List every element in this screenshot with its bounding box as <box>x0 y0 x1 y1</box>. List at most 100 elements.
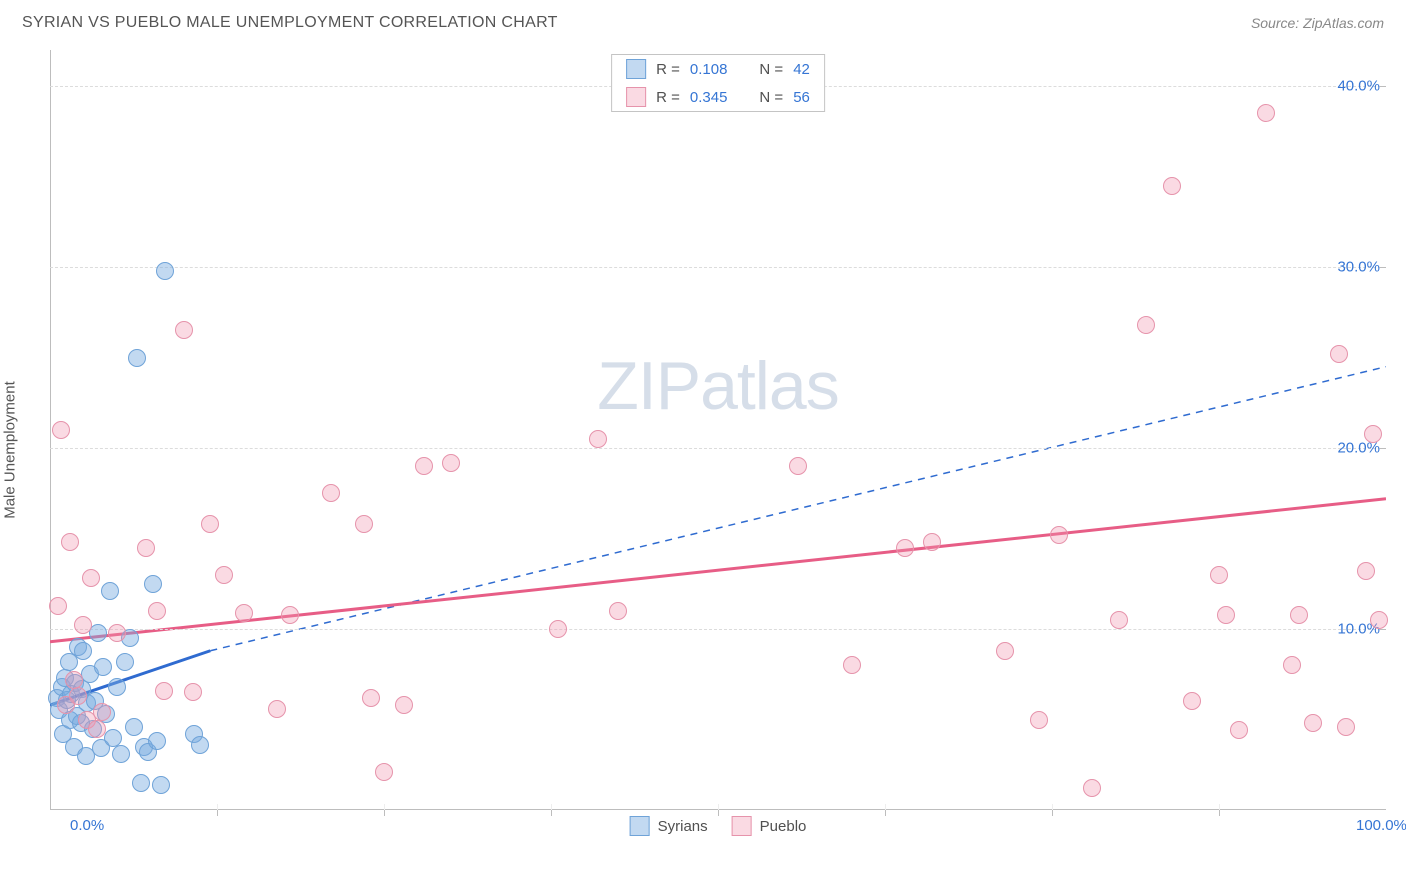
data-point <box>1257 104 1275 122</box>
data-point <box>355 515 373 533</box>
watermark-zip: ZIP <box>597 348 700 424</box>
watermark-atlas: atlas <box>700 348 839 424</box>
data-point <box>395 696 413 714</box>
data-point <box>1290 606 1308 624</box>
y-tick-mark <box>1380 86 1386 87</box>
data-point <box>132 774 150 792</box>
series-legend-item: Syrians <box>630 816 708 836</box>
data-point <box>74 642 92 660</box>
legend-n-label: N = <box>759 61 783 78</box>
data-point <box>175 321 193 339</box>
data-point <box>1210 566 1228 584</box>
data-point <box>923 533 941 551</box>
x-minor-tick <box>217 810 218 816</box>
data-point <box>61 533 79 551</box>
series-name: Syrians <box>658 818 708 835</box>
data-point <box>1230 721 1248 739</box>
legend-n-label: N = <box>759 89 783 106</box>
correlation-legend-row: R =0.345N =56 <box>612 83 824 111</box>
data-point <box>156 262 174 280</box>
gridline-h <box>50 448 1386 449</box>
data-point <box>281 606 299 624</box>
data-point <box>1357 562 1375 580</box>
correlation-legend-row: R = 0.108 N = 42 <box>612 55 824 83</box>
data-point <box>322 484 340 502</box>
data-point <box>442 454 460 472</box>
data-point <box>362 689 380 707</box>
data-point <box>108 624 126 642</box>
y-axis-title: Male Unemployment <box>2 381 19 519</box>
chart-area: Male Unemployment ZIPatlas R =0.108N =42… <box>50 50 1386 850</box>
data-point <box>101 582 119 600</box>
y-tick-label: 30.0% <box>1337 259 1380 276</box>
legend-swatch <box>626 59 646 79</box>
data-point <box>609 602 627 620</box>
data-point <box>1304 714 1322 732</box>
data-point <box>137 539 155 557</box>
data-point <box>1330 345 1348 363</box>
legend-r-value: 0.108 <box>690 61 728 78</box>
correlation-legend: R =0.108N =42R =0.345N =56 <box>611 54 825 112</box>
series-name: Pueblo <box>760 818 807 835</box>
gridline-h <box>50 629 1386 630</box>
plot-region: ZIPatlas R =0.108N =42R =0.345N =56 Syri… <box>50 50 1386 850</box>
data-point <box>148 602 166 620</box>
data-point <box>201 515 219 533</box>
data-point <box>843 656 861 674</box>
data-point <box>1217 606 1235 624</box>
data-point <box>108 678 126 696</box>
series-legend-item: Pueblo <box>732 816 807 836</box>
data-point <box>128 349 146 367</box>
data-point <box>125 718 143 736</box>
data-point <box>1050 526 1068 544</box>
data-point <box>215 566 233 584</box>
x-minor-tick <box>1219 810 1220 816</box>
y-tick-mark <box>1380 267 1386 268</box>
data-point <box>268 700 286 718</box>
x-tick-label: 100.0% <box>1356 817 1406 834</box>
x-minor-tick <box>551 810 552 816</box>
legend-r-label: R = <box>656 89 680 106</box>
data-point <box>1083 779 1101 797</box>
data-point <box>415 457 433 475</box>
data-point <box>789 457 807 475</box>
legend-r-label: R = <box>656 61 680 78</box>
legend-r-value: 0.345 <box>690 89 728 106</box>
legend-swatch <box>630 816 650 836</box>
data-point <box>112 745 130 763</box>
data-point <box>1030 711 1048 729</box>
legend-swatch <box>626 87 646 107</box>
data-point <box>235 604 253 622</box>
data-point <box>65 671 83 689</box>
trend-lines <box>50 50 1386 850</box>
data-point <box>82 569 100 587</box>
watermark: ZIPatlas <box>597 347 838 425</box>
data-point <box>1183 692 1201 710</box>
data-point <box>1283 656 1301 674</box>
data-point <box>52 421 70 439</box>
data-point <box>116 653 134 671</box>
data-point <box>69 687 87 705</box>
data-point <box>49 597 67 615</box>
data-point <box>1370 611 1388 629</box>
data-point <box>1163 177 1181 195</box>
y-tick-mark <box>1380 448 1386 449</box>
y-tick-label: 40.0% <box>1337 78 1380 95</box>
data-point <box>93 703 111 721</box>
data-point <box>1364 425 1382 443</box>
data-point <box>996 642 1014 660</box>
legend-n-value: 42 <box>793 61 810 78</box>
series-legend: Syrians Pueblo <box>630 816 807 836</box>
data-point <box>152 776 170 794</box>
x-minor-tick <box>384 810 385 816</box>
data-point <box>155 682 173 700</box>
data-point <box>88 720 106 738</box>
data-point <box>1337 718 1355 736</box>
data-point <box>191 736 209 754</box>
source-credit: Source: ZipAtlas.com <box>1251 15 1384 31</box>
data-point <box>896 539 914 557</box>
y-tick-mark <box>1380 629 1386 630</box>
x-tick-label: 0.0% <box>70 817 104 834</box>
data-point <box>589 430 607 448</box>
data-point <box>1137 316 1155 334</box>
